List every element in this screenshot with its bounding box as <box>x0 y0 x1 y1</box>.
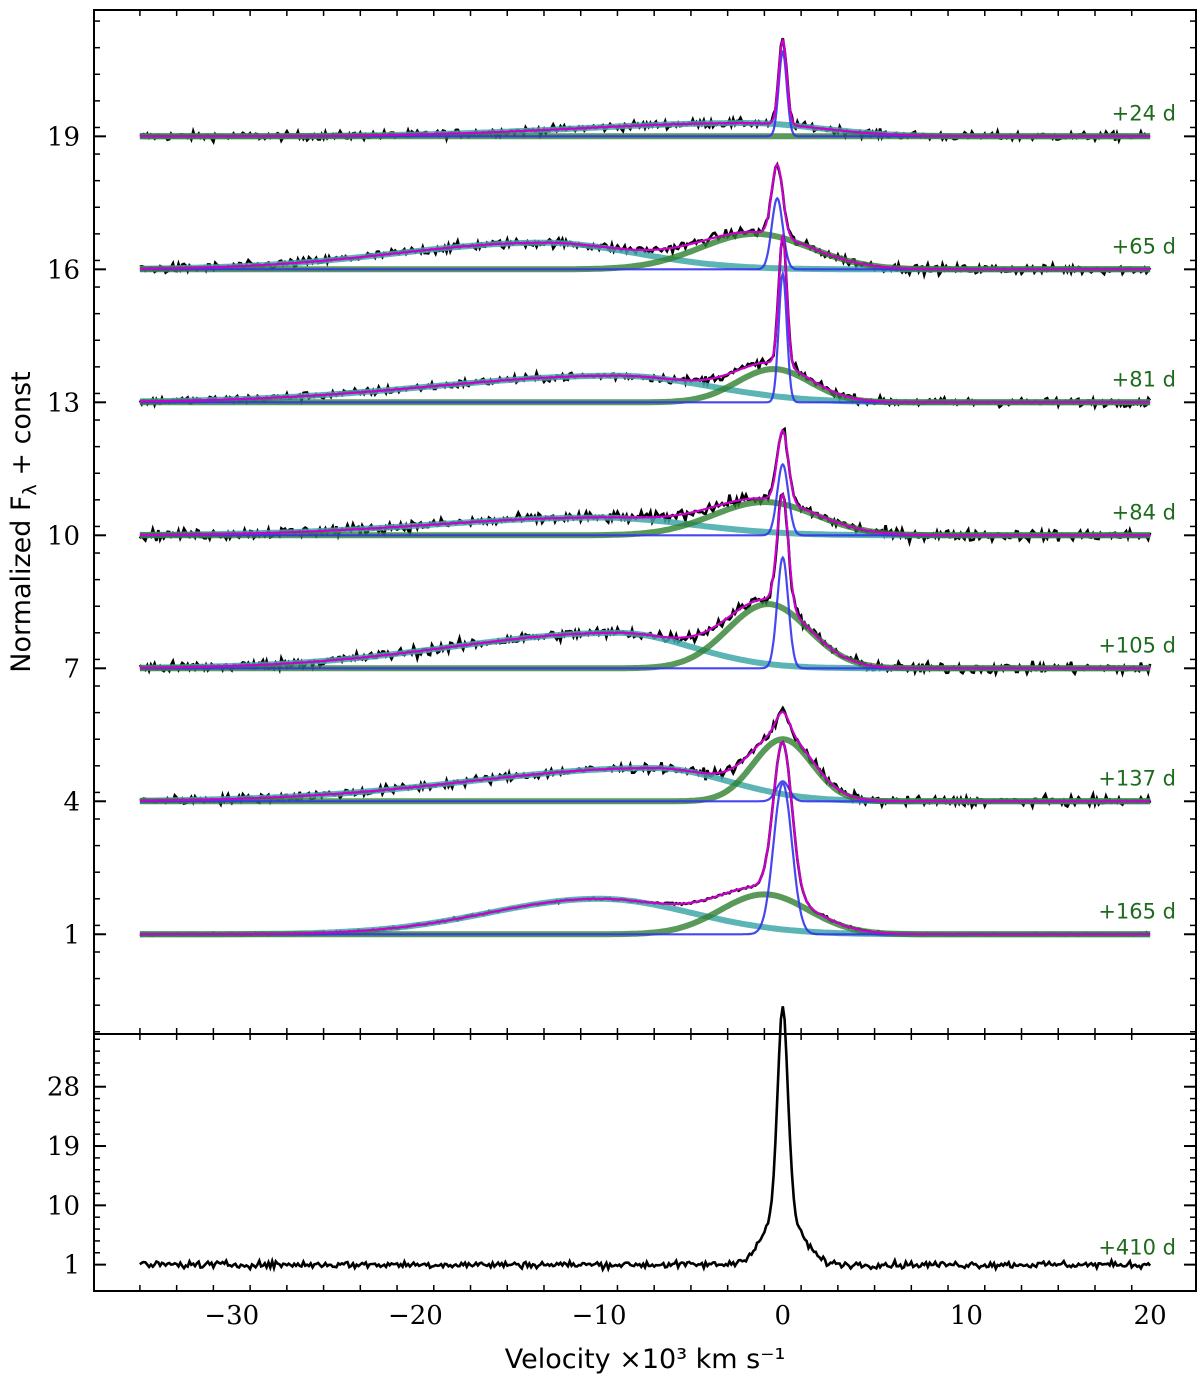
epoch-label: +65 d <box>1112 234 1176 258</box>
epoch-label-410d: +410 d <box>1098 1236 1176 1260</box>
broad-component <box>139 895 1151 938</box>
bottom-plot-area <box>139 1006 1152 1273</box>
y-axis-title: Normalized Fλ + const <box>6 371 41 672</box>
top-ytick-labels: 1 4 7 10 13 16 19 <box>47 122 80 950</box>
total-fit <box>139 492 1151 670</box>
spectrum-81d <box>138 232 1152 411</box>
top-ytick-label: 10 <box>47 521 80 551</box>
total-fit <box>139 163 1151 271</box>
x-tick-label: 0 <box>774 1301 791 1331</box>
total-fit <box>139 429 1151 537</box>
observed-spectrum <box>139 161 1152 280</box>
observed-spectrum-410d <box>139 1006 1152 1273</box>
spectrum-65d <box>139 161 1152 280</box>
bottom-ytick-label: 10 <box>47 1191 80 1221</box>
top-ytick-label: 19 <box>47 122 80 152</box>
epoch-label: +84 d <box>1112 500 1176 524</box>
spectrum-24d <box>139 37 1151 146</box>
x-axis-title: Velocity ×10³ km s⁻¹ <box>505 1344 786 1375</box>
x-tick-label: 10 <box>950 1301 983 1331</box>
spectrum-137d <box>139 705 1152 811</box>
spectrum-84d <box>138 426 1152 548</box>
bottom-ytick-label: 19 <box>47 1132 80 1162</box>
epoch-label: +81 d <box>1112 367 1176 391</box>
x-tick-label: −30 <box>204 1301 259 1331</box>
epoch-label: +105 d <box>1098 633 1176 657</box>
top-ytick-label: 13 <box>47 388 80 418</box>
spectrum-105d <box>138 491 1152 678</box>
top-ytick-label: 1 <box>63 920 80 950</box>
bottom-frame <box>93 1033 1197 1292</box>
broad-component <box>139 372 1151 406</box>
x-tick-label: −10 <box>572 1301 627 1331</box>
epoch-label: +165 d <box>1098 899 1176 923</box>
observed-spectrum <box>139 740 1151 938</box>
epoch-label: +137 d <box>1098 766 1176 790</box>
bottom-ticks <box>94 1034 1196 1291</box>
x-tick-label: 20 <box>1134 1301 1167 1331</box>
bottom-ytick-label: 1 <box>63 1251 80 1281</box>
total-fit <box>139 37 1151 138</box>
narrow-component <box>139 269 1151 404</box>
bottom-ytick-label: 28 <box>47 1073 80 1103</box>
narrow-component <box>139 555 1151 670</box>
top-plot-area <box>138 37 1152 938</box>
narrow-component <box>139 196 1151 271</box>
spectrum-165d <box>139 740 1151 938</box>
top-panel: 1 4 7 10 13 16 19 +24 d +65 d +81 d +84 … <box>6 9 1197 1035</box>
narrow-component <box>139 462 1151 537</box>
epoch-labels: +24 d +65 d +81 d +84 d +105 d +137 d +1… <box>1098 101 1176 923</box>
bottom-panel: 1 10 19 28 −30 −20 −10 0 10 20 +410 d Ve… <box>47 1006 1197 1375</box>
top-ytick-label: 16 <box>47 255 80 285</box>
top-ytick-label: 4 <box>63 787 80 817</box>
observed-spectrum <box>138 426 1152 548</box>
x-tick-label: −20 <box>388 1301 443 1331</box>
observed-spectrum <box>139 705 1152 811</box>
total-fit <box>139 232 1151 404</box>
total-fit <box>139 711 1151 803</box>
total-fit <box>139 740 1151 936</box>
top-ytick-label: 7 <box>63 654 80 684</box>
x-tick-labels: −30 −20 −10 0 10 20 <box>204 1301 1166 1331</box>
narrow-component <box>139 782 1151 936</box>
epoch-label: +24 d <box>1112 101 1176 125</box>
bottom-ytick-labels: 1 10 19 28 <box>47 1073 80 1281</box>
